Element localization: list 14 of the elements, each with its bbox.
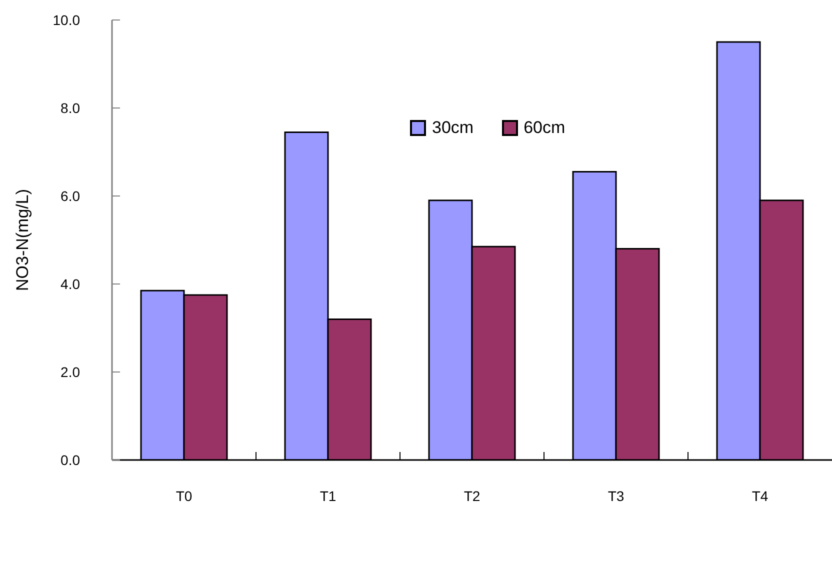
y-axis-title: NO3-N(mg/L)	[12, 188, 32, 292]
x-tick-label: T0	[176, 488, 192, 504]
legend-label: 30cm	[432, 118, 474, 137]
y-tick-label: 4.0	[60, 276, 80, 292]
x-tick-label: T2	[464, 488, 480, 504]
y-tick-label: 6.0	[60, 188, 80, 204]
x-tick-label: T1	[320, 488, 336, 504]
y-tick-label: 10.0	[52, 12, 80, 28]
x-tick-label: T3	[608, 488, 624, 504]
y-tick-label: 8.0	[60, 100, 80, 116]
y-tick-label: 0.0	[60, 452, 80, 468]
legend-label: 60cm	[524, 118, 566, 137]
y-tick-label: 2.0	[60, 364, 80, 380]
x-tick-label: T4	[752, 488, 768, 504]
